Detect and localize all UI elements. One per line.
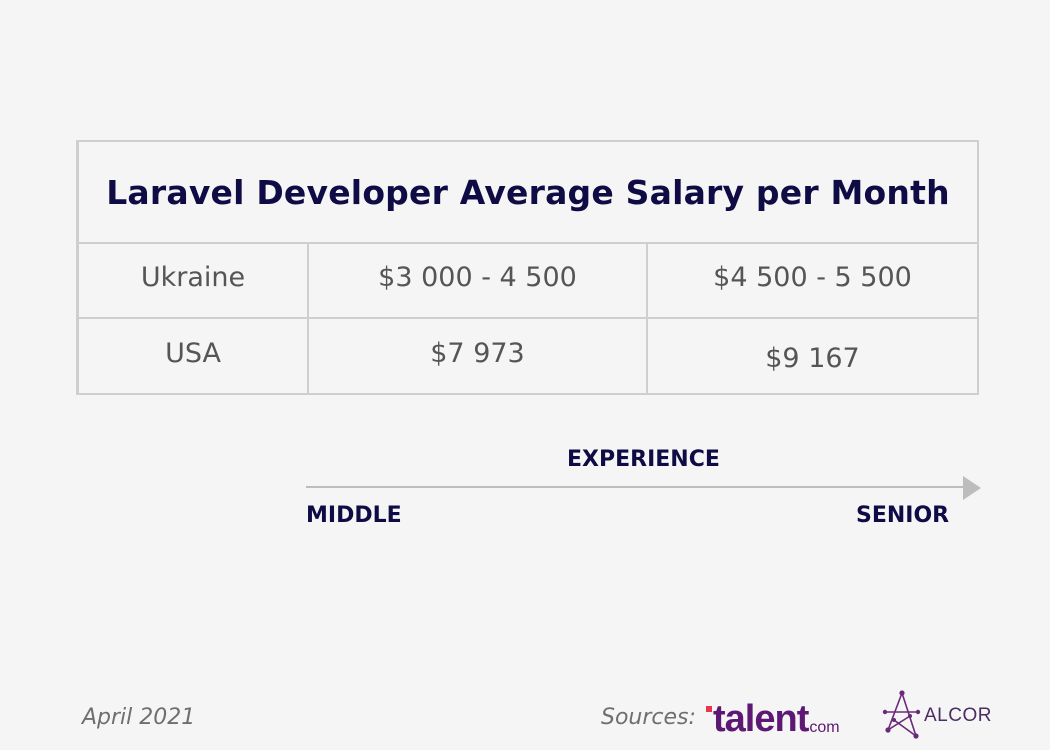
experience-axis-label: EXPERIENCE	[567, 447, 720, 472]
senior-salary-value: $9 167	[765, 343, 860, 374]
table-title: Laravel Developer Average Salary per Mon…	[79, 142, 977, 244]
country-label: USA	[165, 338, 221, 369]
country-cell: USA	[79, 319, 309, 394]
experience-axis-line	[306, 486, 966, 488]
talent-dot-icon	[706, 706, 712, 712]
alcor-logo: ALCOR	[880, 690, 992, 740]
sources-label: Sources:	[601, 705, 696, 730]
senior-salary-value: $4 500 - 5 500	[713, 261, 912, 293]
country-cell: Ukraine	[79, 243, 309, 317]
talent-logo-word: talent	[713, 698, 809, 740]
footer-date: April 2021	[82, 705, 196, 730]
salary-table: Laravel Developer Average Salary per Mon…	[76, 140, 979, 395]
table-row: Ukraine $3 000 - 4 500 $4 500 - 5 500	[79, 243, 977, 319]
experience-end-label: SENIOR	[856, 503, 950, 528]
arrow-right-icon	[963, 476, 981, 500]
alcor-star-icon	[882, 690, 921, 739]
senior-salary-cell: $9 167	[648, 319, 977, 394]
middle-salary-value: $3 000 - 4 500	[378, 261, 577, 293]
senior-salary-cell: $4 500 - 5 500	[648, 243, 977, 317]
talent-logo: talent com	[706, 694, 840, 738]
experience-start-label: MIDDLE	[306, 503, 402, 528]
middle-salary-cell: $7 973	[309, 319, 648, 394]
table-row: USA $7 973 $9 167	[79, 319, 977, 394]
country-label: Ukraine	[140, 261, 246, 293]
talent-logo-suffix: com	[809, 719, 840, 736]
middle-salary-value: $7 973	[430, 338, 525, 369]
middle-salary-cell: $3 000 - 4 500	[309, 243, 648, 317]
alcor-logo-text: ALCOR	[924, 705, 992, 726]
